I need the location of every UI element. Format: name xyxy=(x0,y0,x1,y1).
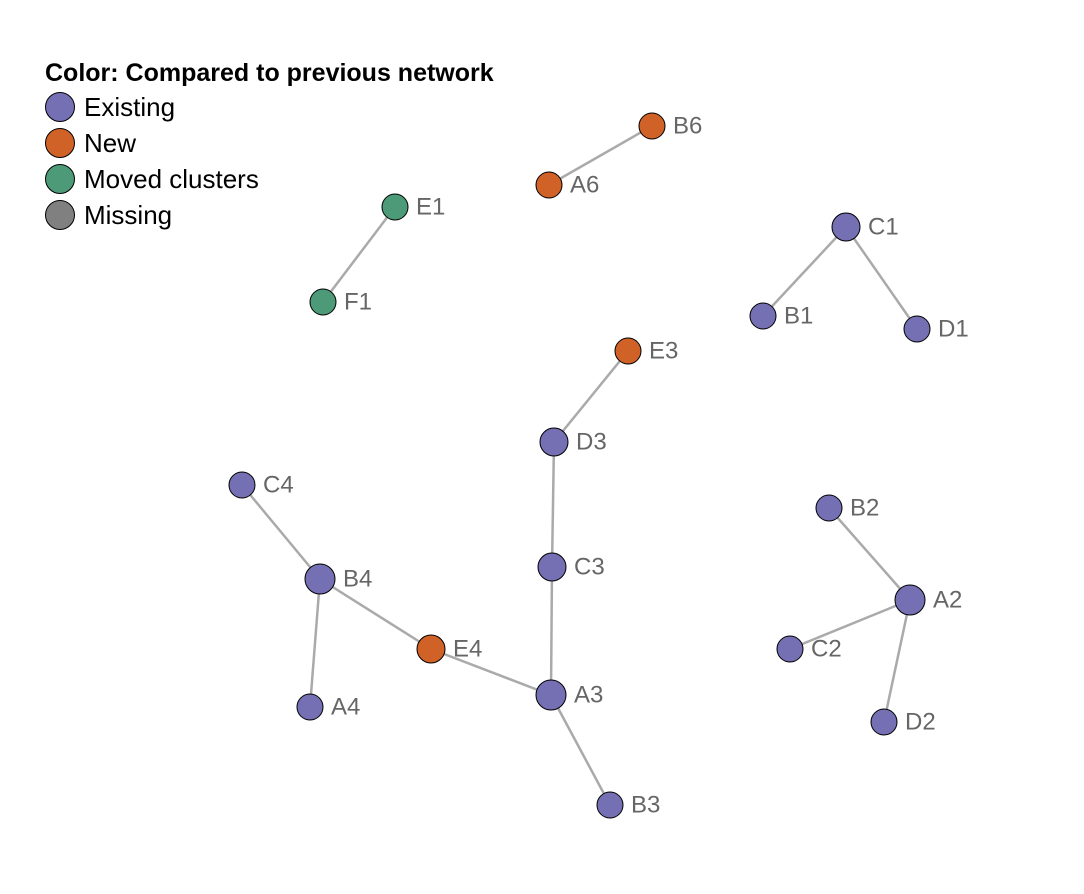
node-e3: E3 xyxy=(614,337,678,365)
edge-c1-b1 xyxy=(762,226,847,317)
node-c2: C2 xyxy=(776,635,842,663)
node-b3: B3 xyxy=(596,791,660,819)
node-d3: D3 xyxy=(539,427,607,457)
node-circle-e1 xyxy=(381,193,409,221)
legend-label-moved-clusters: Moved clusters xyxy=(84,163,259,194)
legend-label-existing: Existing xyxy=(84,91,176,122)
node-circle-a4 xyxy=(296,693,324,721)
node-b4: B4 xyxy=(304,563,372,595)
legend-label-new: New xyxy=(84,127,137,158)
node-circle-f1 xyxy=(309,288,337,316)
edge-a2-d2 xyxy=(882,599,912,723)
node-label-c1: C1 xyxy=(868,214,899,241)
node-c1: C1 xyxy=(831,212,899,242)
edge-b4-c4 xyxy=(241,484,321,580)
edges-layer xyxy=(241,124,919,806)
node-a6: A6 xyxy=(535,171,599,199)
node-circle-d3 xyxy=(539,427,569,457)
edge-a6-b6 xyxy=(548,124,653,187)
node-circle-c4 xyxy=(228,471,256,499)
legend-title: Color: Compared to previous network xyxy=(45,59,494,87)
node-label-c4: C4 xyxy=(263,472,294,499)
node-circle-c2 xyxy=(776,635,804,663)
node-circle-b1 xyxy=(749,302,777,330)
node-label-e4: E4 xyxy=(453,636,482,663)
nodes-layer: B6 A6 E1 F1 C1 B1 D1 E3 D3 C3 A3 B3 C4 B4 E4 A4 B2 A2 C2 D2 xyxy=(228,112,969,819)
node-a3: A3 xyxy=(535,679,603,711)
node-a2: A2 xyxy=(894,584,962,616)
edge-b4-a4 xyxy=(308,578,322,708)
node-c3: C3 xyxy=(537,552,605,582)
node-label-b1: B1 xyxy=(784,303,813,330)
legend-swatch-new xyxy=(45,128,75,158)
node-circle-b3 xyxy=(596,791,624,819)
node-circle-d2 xyxy=(870,708,898,736)
node-a4: A4 xyxy=(296,693,360,721)
node-circle-a3 xyxy=(535,679,567,711)
node-b1: B1 xyxy=(749,302,813,330)
node-label-f1: F1 xyxy=(344,289,372,316)
edge-e1-f1 xyxy=(322,206,396,303)
legend-swatch-existing xyxy=(45,92,75,122)
node-label-b3: B3 xyxy=(631,792,660,819)
node-circle-d1 xyxy=(903,315,931,343)
node-circle-e3 xyxy=(614,337,642,365)
edge-c3-a3 xyxy=(549,566,554,696)
node-label-b6: B6 xyxy=(673,113,702,140)
legend-label-missing: Missing xyxy=(84,199,173,230)
node-circle-a2 xyxy=(894,584,926,616)
edge-e3-d3 xyxy=(553,350,629,443)
node-label-a6: A6 xyxy=(570,172,599,199)
edge-a2-c2 xyxy=(789,598,911,651)
edge-d3-c3 xyxy=(550,441,556,568)
edge-a3-e4 xyxy=(430,647,552,697)
node-circle-c1 xyxy=(831,212,861,242)
node-label-d1: D1 xyxy=(938,316,969,343)
color-legend: Color: Compared to previous network Exis… xyxy=(45,57,494,233)
node-label-c3: C3 xyxy=(574,554,605,581)
node-label-d3: D3 xyxy=(576,429,607,456)
node-label-c2: C2 xyxy=(811,636,842,663)
node-label-d2: D2 xyxy=(905,709,936,736)
node-label-b2: B2 xyxy=(850,495,879,522)
node-label-a2: A2 xyxy=(933,587,962,614)
node-label-a3: A3 xyxy=(574,682,603,709)
node-b2: B2 xyxy=(815,494,879,522)
node-c4: C4 xyxy=(228,471,294,499)
node-label-e3: E3 xyxy=(649,338,678,365)
node-e4: E4 xyxy=(416,634,482,664)
node-label-a4: A4 xyxy=(331,694,360,721)
edge-a3-b3 xyxy=(549,694,612,806)
node-circle-b2 xyxy=(815,494,843,522)
node-circle-e4 xyxy=(416,634,446,664)
node-circle-a6 xyxy=(535,171,563,199)
node-label-b4: B4 xyxy=(343,566,372,593)
legend-item-missing: Missing xyxy=(45,197,494,233)
node-d1: D1 xyxy=(903,315,969,343)
node-e1: E1 xyxy=(381,193,445,221)
edge-b2-a2 xyxy=(828,507,911,601)
edge-c1-d1 xyxy=(844,226,919,330)
legend-swatch-missing xyxy=(45,200,75,230)
legend-item-existing: Existing xyxy=(45,89,494,125)
node-f1: F1 xyxy=(309,288,372,316)
node-circle-c3 xyxy=(537,552,567,582)
node-circle-b4 xyxy=(304,563,336,595)
edge-e4-b4 xyxy=(319,577,432,651)
legend-item-new: New xyxy=(45,125,494,161)
legend-item-moved-clusters: Moved clusters xyxy=(45,161,494,197)
legend-swatch-moved-clusters xyxy=(45,164,75,194)
node-d2: D2 xyxy=(870,708,936,736)
node-b6: B6 xyxy=(638,112,702,140)
node-circle-b6 xyxy=(638,112,666,140)
node-label-e1: E1 xyxy=(416,194,445,221)
